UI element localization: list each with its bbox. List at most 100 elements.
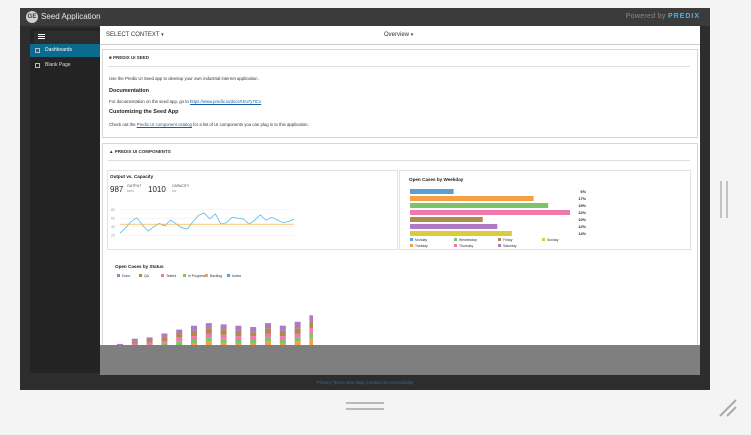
customize-heading: Customizing the Seed App — [109, 109, 179, 115]
legend-label: Wednesday — [459, 238, 477, 242]
predix-brand: PREDIX — [667, 13, 700, 20]
ge-logo: GE — [26, 11, 38, 23]
dashboard-icon — [35, 48, 40, 53]
legend-swatch — [227, 274, 230, 277]
stacked-bar-segment — [220, 334, 227, 339]
drag-handle[interactable] — [346, 408, 384, 410]
weekday-bar — [410, 231, 512, 236]
component-catalog-link[interactable]: Predix UI component catalog — [136, 122, 192, 127]
stacked-bar-segment — [131, 341, 138, 344]
output-label: OUTPUT — [127, 184, 142, 188]
stacked-bar-segment — [294, 341, 301, 348]
legend-label: Tested — [166, 274, 176, 278]
stacked-bar-segment — [265, 328, 271, 334]
bar-value-label: 22% — [578, 211, 586, 215]
legend-label: Tuesday — [415, 244, 428, 248]
documentation-link[interactable]: https://www.predix.io/docs#Jm7y7tCv — [190, 99, 262, 104]
documentation-text: For documentation on the seed app, go to… — [109, 99, 262, 104]
stacked-bar-segment — [176, 329, 183, 334]
legend-swatch — [498, 238, 501, 241]
legend-label: Saturday — [503, 244, 517, 248]
y-tick-label: 20 — [111, 234, 115, 238]
y-tick-label: 60 — [111, 217, 115, 221]
hamburger-icon — [38, 34, 45, 39]
menu-button[interactable] — [34, 31, 100, 45]
legend-label: Friday — [503, 238, 513, 242]
panel-title: Open Cases by Weekday — [409, 177, 464, 182]
stacked-bar-segment — [205, 333, 212, 338]
stacked-bar-segment — [309, 328, 313, 334]
stacked-bar-segment — [279, 340, 286, 344]
footer-links[interactable]: Privacy Terms Site Map Contact Us Access… — [316, 380, 414, 385]
documentation-heading: Documentation — [109, 88, 150, 94]
stacked-bar-segment — [191, 336, 197, 340]
caret-down-icon: ▾ — [161, 32, 164, 38]
grip-line[interactable] — [726, 181, 728, 218]
panel-title: Open Cases by Status — [115, 264, 164, 269]
stacked-bar-segment — [265, 333, 271, 338]
grip-line[interactable] — [720, 181, 722, 218]
intro-text: Use the Predix UI Seed app to develop yo… — [109, 76, 259, 81]
weekday-bar — [410, 196, 534, 201]
sidebar: Dashboards Blank Page — [30, 28, 100, 373]
stacked-bar-segment — [176, 333, 183, 338]
card-heading: ■ PREDIX UI SEED — [109, 55, 149, 60]
context-selector[interactable]: SELECT CONTEXT ▾ — [106, 32, 164, 38]
open-cases-status-chart: Done QA Tested In Progress Backlog Active — [117, 274, 313, 353]
weekday-bar — [410, 189, 454, 194]
bar-value-label: 6% — [581, 190, 587, 194]
legend-label: Backlog — [210, 274, 222, 278]
legend-swatch — [454, 238, 457, 241]
legend-label: Thursday — [459, 244, 473, 248]
drag-handle[interactable] — [346, 402, 384, 404]
open-cases-weekday-panel: Open Cases by Weekday 6% 17% 19% 22% 10% 12% 1… — [399, 170, 691, 250]
bar-value-label: 14% — [578, 232, 586, 236]
legend-swatch — [117, 274, 120, 277]
legend-label: In Progress — [188, 274, 206, 278]
view-selector[interactable]: Overview ▾ — [384, 32, 414, 38]
stacked-bar-segment — [235, 336, 242, 340]
legend-label: Sunday — [547, 238, 559, 242]
weekday-bar — [410, 210, 570, 215]
stacked-bar-segment — [161, 333, 168, 338]
stacked-bar-segment — [294, 333, 301, 338]
weekday-bar — [410, 203, 549, 208]
legend-label: Monday — [415, 238, 427, 242]
sidebar-item-dashboards[interactable]: Dashboards — [30, 44, 100, 57]
sidebar-item-label: Dashboards — [45, 47, 72, 53]
stacked-bar-segment — [250, 332, 257, 337]
capacity-label: CAPACITY — [172, 184, 190, 188]
legend-swatch — [410, 244, 413, 247]
y-tick-label: 80 — [111, 208, 115, 212]
main-content: SELECT CONTEXT ▾ Overview ▾ ■ PREDIX UI … — [100, 26, 700, 372]
output-series-line — [119, 212, 295, 234]
stacked-bar-segment — [146, 342, 153, 346]
output-value: 987 — [110, 185, 124, 194]
components-card: ▲ PREDIX UI COMPONENTS Output vs. Capaci… — [102, 143, 698, 360]
legend-swatch — [161, 274, 164, 277]
resize-icon[interactable] — [718, 398, 738, 418]
sidebar-item-blank-page[interactable]: Blank Page — [30, 59, 100, 72]
stacked-bar-segment — [131, 343, 138, 346]
bar-value-label: 17% — [578, 197, 586, 201]
legend-swatch — [454, 244, 457, 247]
stacked-bar-segment — [235, 325, 242, 331]
stacked-bar-segment — [191, 330, 197, 337]
stacked-bar-segment — [161, 337, 168, 342]
stacked-bar-segment — [294, 328, 301, 334]
stacked-bar-segment — [250, 336, 257, 340]
divider — [108, 160, 690, 161]
output-unit: kw/u — [127, 189, 135, 193]
powered-by: Powered by PREDIX — [625, 13, 700, 20]
legend-swatch — [183, 274, 186, 277]
legend-swatch — [542, 238, 545, 241]
legend-swatch — [498, 244, 501, 247]
stacked-bar-segment — [205, 323, 212, 329]
app-header: GE Seed Application Powered by PREDIX — [20, 8, 710, 26]
customize-text: Check out the Predix UI component catalo… — [109, 122, 309, 127]
seed-card: ■ PREDIX UI SEED Use the Predix UI Seed … — [102, 49, 698, 138]
stacked-bar-segment — [309, 333, 313, 339]
stacked-bar-segment — [176, 337, 183, 342]
bar-value-label: 10% — [578, 218, 586, 222]
stacked-bar-segment — [117, 343, 123, 346]
